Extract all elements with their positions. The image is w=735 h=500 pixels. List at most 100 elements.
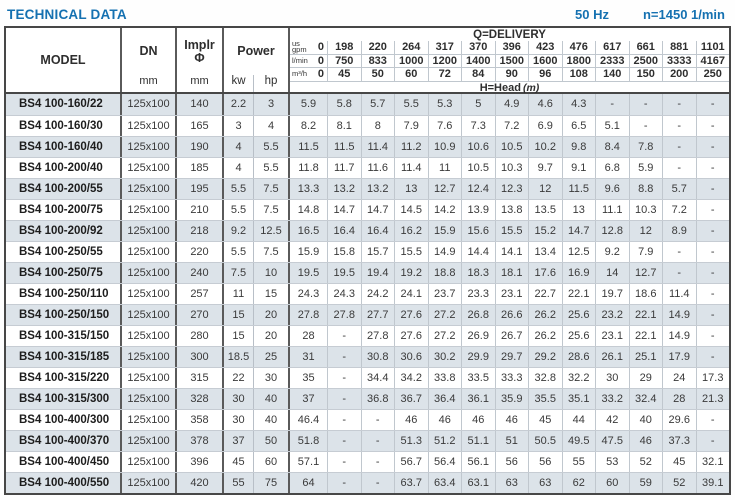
head-value-cell: -: [327, 368, 361, 388]
head-value-cell: 19.2: [394, 263, 428, 283]
head-value-cell: 16.2: [394, 221, 428, 241]
model-cell: BS4 100-200/92: [6, 221, 122, 241]
head-value-cell: 24.3: [327, 284, 361, 304]
head-value-cell: 27.8: [297, 309, 320, 321]
head-value-cell: -: [327, 473, 361, 493]
head-value-cell: -: [695, 347, 730, 367]
head-value-cell: 37: [302, 393, 315, 405]
impeller-cell: 195: [177, 179, 224, 199]
head-value-cell: 27.8: [360, 326, 395, 346]
hp-cell: 40: [254, 410, 290, 430]
power-kw-label: kw: [224, 75, 254, 92]
head-value-cell: 7.9: [628, 242, 663, 262]
head-value-cell: 45: [528, 410, 562, 430]
head-value-cell: 5: [461, 94, 495, 115]
head-value-cell: 34.4: [360, 368, 395, 388]
delivery-value-cell: 1000: [394, 54, 428, 67]
impeller-cell: 218: [177, 221, 224, 241]
head-value-cell: 24.1: [394, 284, 428, 304]
head-value-cell: 11.4: [662, 284, 696, 304]
head-value-cell: 7.2: [494, 116, 529, 136]
model-cell: BS4 100-200/40: [6, 158, 122, 178]
hp-cell: 10: [254, 263, 290, 283]
head-value-cell: 28: [662, 389, 696, 409]
head-value-cell: 8: [360, 116, 395, 136]
head-value-cell: 13.8: [494, 200, 529, 220]
head-value-cell: 10.2: [528, 137, 562, 157]
head-value-cell: 46.4: [297, 414, 320, 426]
head-value-cell: 16.4: [327, 221, 361, 241]
head-value-cell: 5.7: [662, 179, 696, 199]
impeller-cell: 328: [177, 389, 224, 409]
head-value-cell: 13.2: [360, 179, 395, 199]
head-value-cell: 11.6: [360, 158, 395, 178]
head-value-cell: -: [595, 94, 629, 115]
delivery-value-cell: 661: [628, 41, 663, 54]
head-value-cell: 7.3: [461, 116, 495, 136]
head-value-cell: -: [327, 452, 361, 472]
unit-label: m³/h: [292, 69, 307, 78]
table-row: BS4 100-160/22 125x100 140 2.2 3 5.9 5.8 5…: [6, 94, 729, 115]
head-value-cell: 44: [561, 410, 596, 430]
delivery-value-cell: 45: [327, 68, 361, 81]
head-value-cell: 33.3: [494, 368, 529, 388]
head-value-cell: 15.6: [461, 221, 495, 241]
hp-cell: 5.5: [254, 137, 290, 157]
head-value-cell: 9.7: [528, 158, 562, 178]
head-value-cell: 59: [628, 473, 663, 493]
kw-cell: 2.2: [224, 94, 254, 115]
table-row: BS4 100-315/220 125x100 315 22 30 35-34.…: [6, 367, 729, 388]
dn-cell: 125x100: [122, 242, 177, 262]
head-value-cell: 22.1: [628, 326, 663, 346]
impeller-cell: 270: [177, 305, 224, 325]
kw-cell: 5.5: [224, 200, 254, 220]
head-value-cell: 28.6: [561, 347, 596, 367]
head-value-cell: 29.9: [461, 347, 495, 367]
model-cell: BS4 100-160/30: [6, 116, 122, 136]
head-value-cell: 15.5: [494, 221, 529, 241]
impeller-unit-label: mm: [190, 75, 209, 87]
head-value-cell: -: [695, 221, 730, 241]
head-value-cell: 40: [628, 410, 663, 430]
model-cell: BS4 100-315/300: [6, 389, 122, 409]
delivery-value-cell: 2500: [628, 54, 663, 67]
delivery-value-cell: 617: [595, 41, 629, 54]
head-value-cell: 24.2: [360, 284, 395, 304]
head-value-cell: 33.2: [595, 389, 629, 409]
unit-label: us gpm: [292, 38, 307, 55]
head-value-cell: -: [662, 94, 696, 115]
dn-cell: 125x100: [122, 305, 177, 325]
hp-cell: 7.5: [254, 200, 290, 220]
head-value-cell: -: [360, 452, 395, 472]
kw-cell: 7.5: [224, 263, 254, 283]
head-value-cell: 15.9: [297, 246, 320, 258]
hp-cell: 12.5: [254, 221, 290, 241]
head-value-cell: 10.9: [427, 137, 462, 157]
kw-cell: 55: [224, 473, 254, 493]
head-value-cell: 30: [595, 368, 629, 388]
head-value-cell: -: [662, 137, 696, 157]
hp-cell: 60: [254, 452, 290, 472]
head-value-cell: 26.7: [494, 326, 529, 346]
dn-cell: 125x100: [122, 200, 177, 220]
table-row: BS4 100-315/300 125x100 328 30 40 37-36.…: [6, 388, 729, 409]
head-value-cell: 63.1: [461, 473, 495, 493]
delivery-unit-rows: us gpm 0 198 220 264 317 370 396 423 476 617 661 8…: [290, 38, 729, 82]
head-value-cell: 8.4: [595, 137, 629, 157]
delivery-unit-cell: us gpm 0: [290, 38, 327, 55]
kw-cell: 37: [224, 431, 254, 451]
impeller-cell: 257: [177, 284, 224, 304]
hp-cell: 25: [254, 347, 290, 367]
speed-label: n=1450 1/min: [642, 7, 725, 22]
head-value-cell: 23.7: [427, 284, 462, 304]
impeller-cell: 280: [177, 326, 224, 346]
head-value-cell: 5.8: [327, 94, 361, 115]
head-value-cell: 16.4: [360, 221, 395, 241]
delivery-value-cell: 881: [662, 41, 696, 54]
head-value-cell: 26.6: [494, 305, 529, 325]
head-value-cell: 4.6: [528, 94, 562, 115]
head-value-cell: 32.8: [528, 368, 562, 388]
head-value-cell: -: [662, 263, 696, 283]
impeller-cell: 165: [177, 116, 224, 136]
column-header-power: Power kw hp: [224, 28, 290, 92]
